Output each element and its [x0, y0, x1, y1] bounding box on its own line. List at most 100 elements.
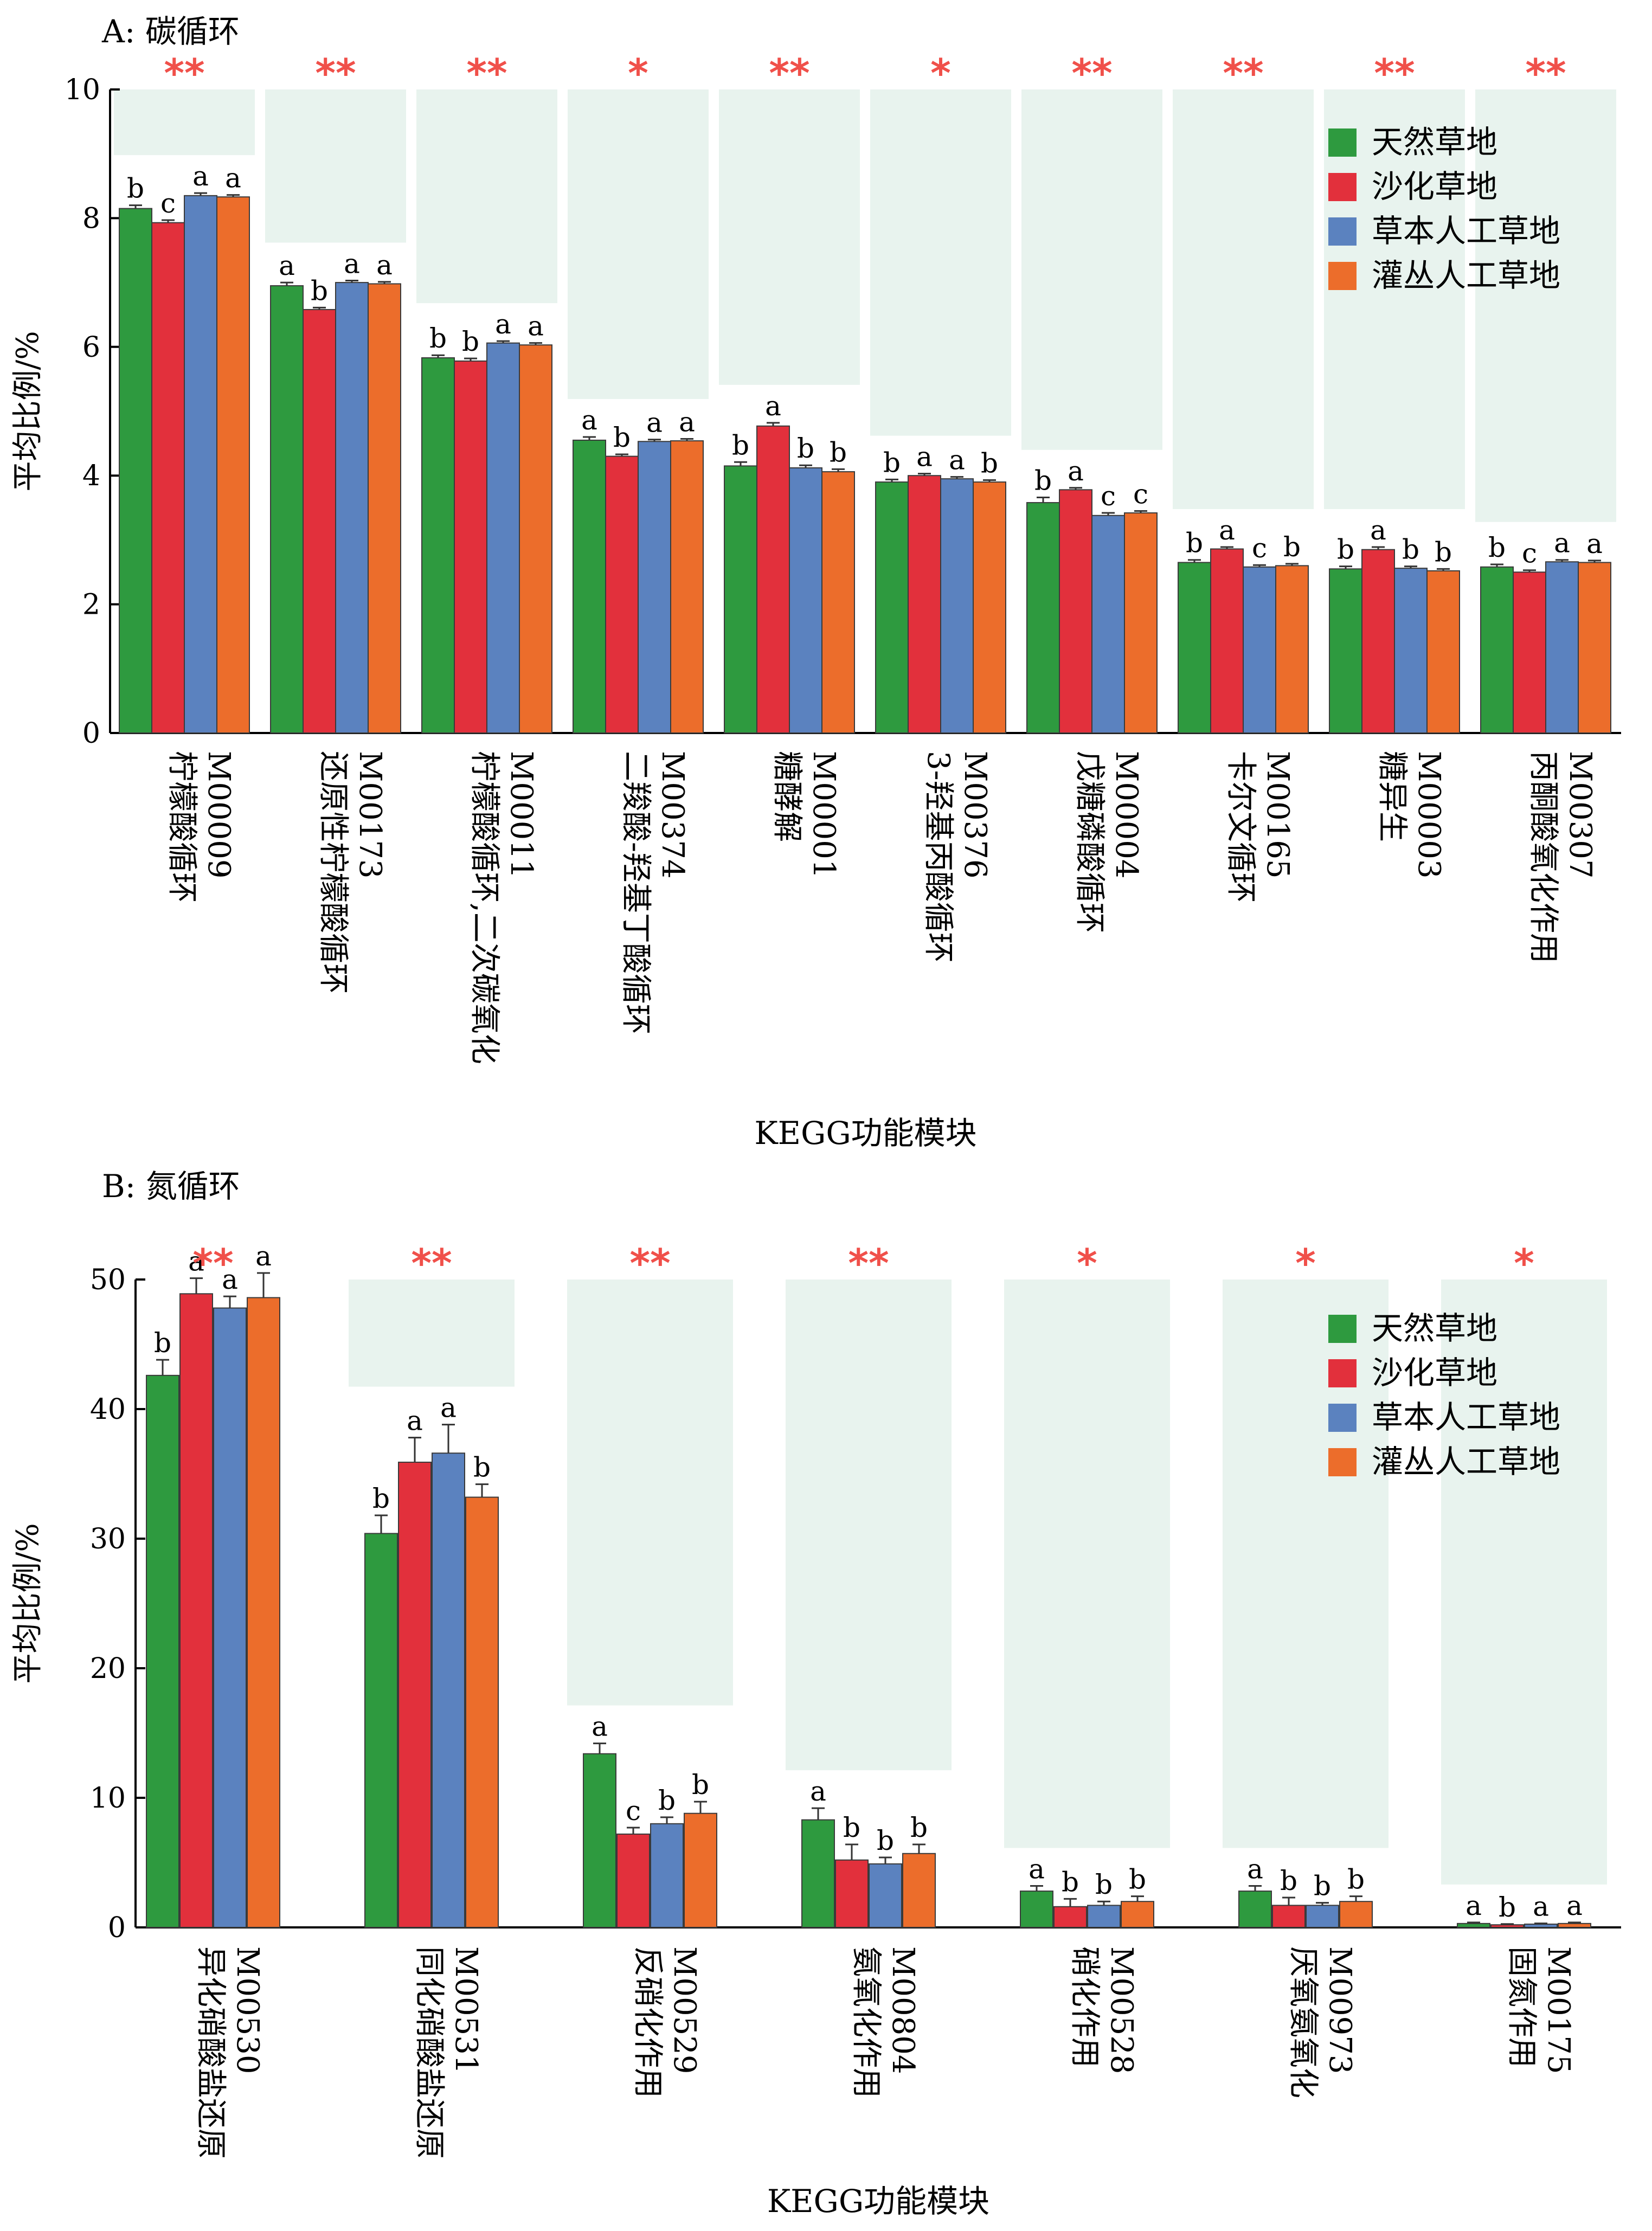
x-category-code: M00001: [806, 751, 841, 878]
bar: [270, 285, 304, 734]
significance-letter: a: [344, 248, 360, 280]
significance-band: [1173, 89, 1314, 509]
significance-letter: b: [429, 323, 447, 354]
bar: [1329, 568, 1362, 734]
legend-swatch: [1328, 1315, 1357, 1343]
x-category-label: M00529反硝化作用: [630, 1946, 702, 2098]
bar: [756, 425, 790, 734]
bar: [605, 455, 639, 734]
significance-letter: a: [1029, 1854, 1045, 1885]
y-axis-title: 平均比例/%: [10, 1523, 46, 1683]
significance-letter: a: [949, 445, 965, 476]
x-axis-title: KEGG功能模块: [754, 1115, 976, 1152]
significance-letter: b: [311, 275, 328, 306]
legend-label: 天然草地: [1372, 1310, 1497, 1347]
x-category-label: M00528硝化作用: [1067, 1946, 1139, 2074]
bar: [519, 344, 552, 734]
x-category-name: 固氮作用: [1504, 1946, 1539, 2068]
bar: [940, 478, 974, 734]
significance-letter: a: [1219, 515, 1235, 546]
bar: [573, 439, 606, 734]
bar: [902, 1853, 936, 1928]
bar: [1020, 1891, 1053, 1928]
significance-band: [1223, 1280, 1389, 1848]
x-category-label: M00175固氮作用: [1504, 1946, 1576, 2074]
significance-letter: b: [883, 447, 901, 478]
significance-letter: c: [160, 188, 176, 219]
significance-letter: a: [188, 1246, 204, 1277]
y-tick-label: 40: [90, 1393, 126, 1426]
y-tick-label: 6: [82, 331, 100, 364]
x-category-label: M00173还原性柠檬酸循环: [316, 751, 388, 994]
bar: [303, 308, 336, 734]
significance-band: [568, 89, 709, 399]
legend-label: 沙化草地: [1372, 1354, 1497, 1391]
significance-letter: b: [830, 436, 847, 468]
significance-stars: *: [1077, 1240, 1097, 1286]
x-category-code: M00175: [1541, 1946, 1576, 2074]
bar: [368, 283, 401, 734]
x-category-label: M00003糖异生: [1374, 751, 1447, 878]
y-tick-label: 30: [90, 1523, 126, 1555]
significance-letter: b: [1095, 1869, 1113, 1900]
bar: [1394, 568, 1428, 734]
significance-letter: b: [910, 1812, 928, 1843]
significance-letter: b: [1062, 1866, 1079, 1898]
bar: [1361, 549, 1395, 734]
significance-letter: a: [1586, 528, 1603, 560]
bar: [432, 1452, 465, 1928]
bar: [454, 360, 487, 734]
legend-swatch: [1328, 128, 1357, 157]
panel-title: A: 碳循环: [101, 13, 240, 50]
significance-stars: **: [315, 50, 356, 96]
x-category-code: M00165: [1260, 751, 1295, 878]
bar: [1210, 548, 1244, 734]
significance-letter: a: [255, 1240, 272, 1272]
y-tick-label: 2: [82, 589, 100, 621]
significance-letter: b: [1499, 1892, 1516, 1923]
legend-swatch: [1328, 1404, 1357, 1432]
bar: [1121, 1901, 1154, 1928]
significance-letter: b: [1402, 534, 1419, 565]
legend-label: 草本人工草地: [1372, 213, 1560, 249]
bar: [1339, 1901, 1373, 1928]
significance-band: [719, 89, 860, 385]
x-category-label: M003763-羟基丙酸循环: [921, 751, 993, 963]
bar: [1272, 1905, 1306, 1928]
significance-stars: **: [1223, 50, 1263, 96]
bar: [684, 1812, 717, 1928]
significance-letter: a: [646, 407, 663, 439]
x-category-label: M00804氨氧化作用: [849, 1946, 921, 2098]
significance-stars: **: [466, 50, 507, 96]
bar: [1059, 489, 1092, 734]
bar: [398, 1461, 432, 1928]
x-axis-title: KEGG功能模块: [767, 2183, 989, 2220]
significance-stars: *: [930, 50, 951, 96]
significance-letter: b: [843, 1812, 860, 1843]
x-category-name: 同化硝酸盐还原: [412, 1946, 447, 2159]
x-category-name: 戊糖磷酸循环: [1072, 751, 1107, 933]
bar: [465, 1496, 499, 1928]
bar: [119, 208, 152, 734]
bar: [650, 1823, 684, 1928]
significance-stars: **: [1071, 50, 1112, 96]
significance-letter: a: [192, 160, 209, 192]
significance-band: [1004, 1280, 1170, 1848]
x-category-label: M00009柠檬酸循环: [164, 751, 236, 903]
significance-letter: a: [581, 404, 597, 436]
significance-letter: a: [679, 407, 695, 438]
y-tick-label: 8: [82, 202, 100, 235]
significance-stars: **: [164, 50, 204, 96]
significance-letter: a: [495, 308, 511, 340]
x-category-name: 3-羟基丙酸循环: [921, 751, 956, 963]
significance-letter: c: [1101, 480, 1116, 512]
significance-letter: b: [1186, 528, 1203, 559]
bar: [1306, 1905, 1339, 1928]
significance-letter: a: [1533, 1891, 1549, 1923]
panel-nitrogen-cycle: B: 氮循环01020304050平均比例/%baaa**M00530异化硝酸盐…: [10, 1168, 1621, 2220]
bar: [421, 357, 455, 734]
bar: [616, 1833, 650, 1928]
bar: [1275, 565, 1309, 734]
bar: [875, 481, 909, 734]
